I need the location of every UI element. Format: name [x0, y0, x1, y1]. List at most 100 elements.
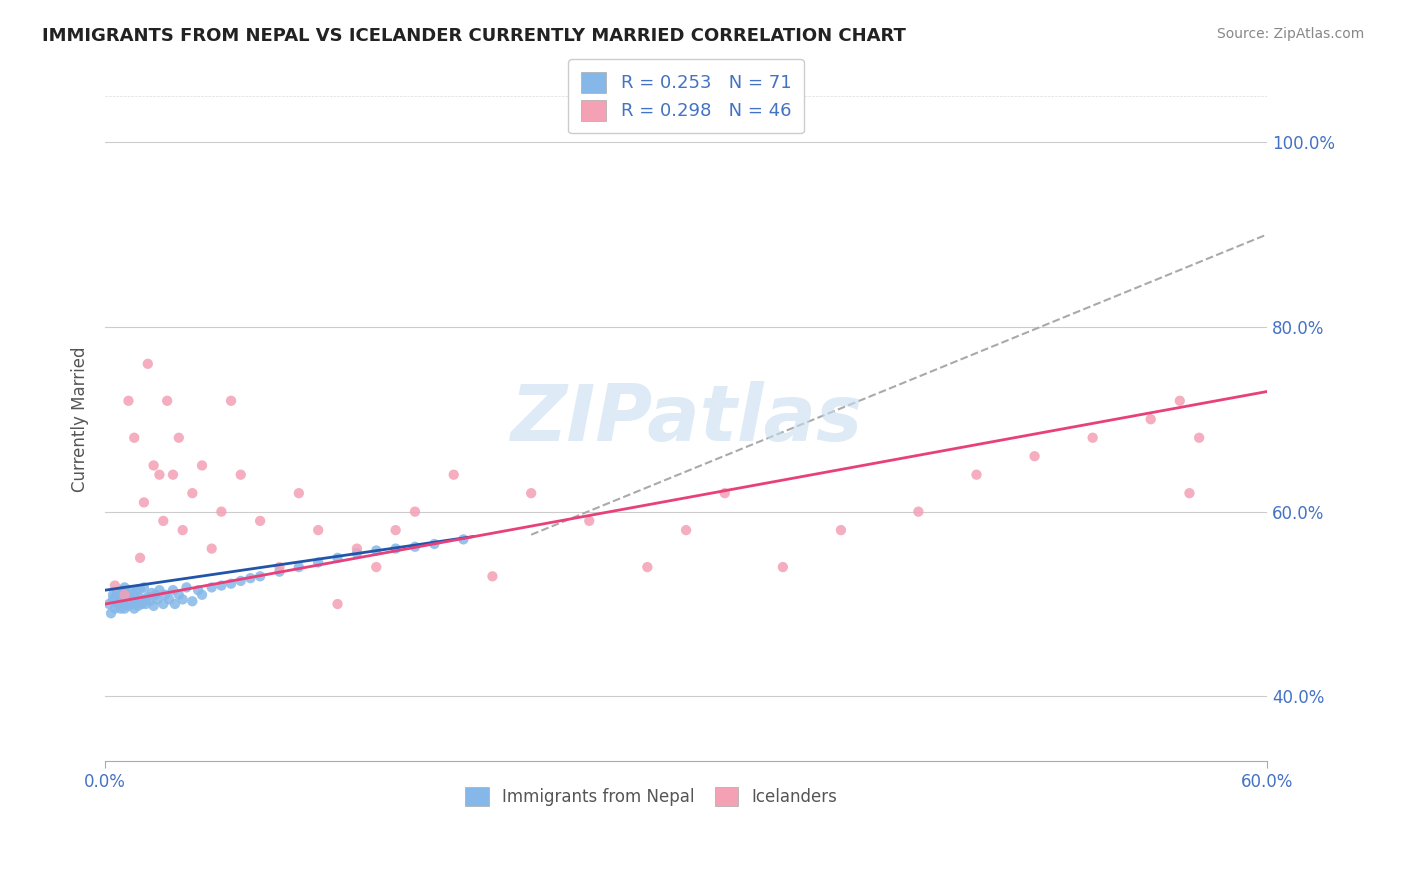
Point: [131, 597, 153, 611]
Point: [121, 597, 143, 611]
Point: [288, 560, 311, 574]
Point: [122, 431, 145, 445]
Point: [172, 592, 194, 607]
Point: [384, 541, 406, 556]
Point: [201, 541, 224, 556]
Point: [1168, 393, 1191, 408]
Point: [114, 581, 136, 595]
Point: [191, 458, 214, 473]
Point: [117, 590, 139, 604]
Legend: Immigrants from Nepal, Icelanders: Immigrants from Nepal, Icelanders: [457, 779, 845, 814]
Point: [111, 583, 134, 598]
Point: [219, 576, 242, 591]
Point: [1178, 486, 1201, 500]
Point: [98, 597, 121, 611]
Point: [111, 595, 134, 609]
Point: [443, 467, 465, 482]
Point: [181, 594, 204, 608]
Point: [307, 523, 329, 537]
Point: [101, 588, 124, 602]
Point: [163, 597, 186, 611]
Point: [120, 594, 142, 608]
Point: [117, 393, 139, 408]
Point: [152, 597, 174, 611]
Point: [157, 592, 180, 607]
Point: [117, 599, 139, 613]
Point: [772, 560, 794, 574]
Point: [172, 523, 194, 537]
Point: [122, 591, 145, 605]
Point: [127, 599, 149, 613]
Point: [122, 601, 145, 615]
Point: [1188, 431, 1211, 445]
Point: [129, 582, 152, 597]
Point: [209, 578, 232, 592]
Point: [125, 595, 148, 609]
Point: [121, 588, 143, 602]
Point: [404, 540, 426, 554]
Point: [129, 550, 152, 565]
Point: [176, 581, 198, 595]
Point: [326, 550, 349, 565]
Point: [326, 597, 349, 611]
Point: [191, 588, 214, 602]
Point: [101, 592, 124, 607]
Text: Source: ZipAtlas.com: Source: ZipAtlas.com: [1216, 27, 1364, 41]
Point: [142, 599, 165, 613]
Point: [115, 597, 138, 611]
Point: [135, 597, 157, 611]
Point: [346, 546, 368, 560]
Point: [229, 467, 252, 482]
Point: [830, 523, 852, 537]
Point: [129, 594, 152, 608]
Point: [156, 393, 179, 408]
Point: [481, 569, 503, 583]
Point: [1081, 431, 1104, 445]
Point: [249, 569, 271, 583]
Point: [114, 588, 136, 602]
Point: [136, 357, 159, 371]
Point: [132, 592, 155, 607]
Point: [423, 537, 446, 551]
Point: [107, 591, 129, 606]
Point: [125, 584, 148, 599]
Point: [146, 592, 169, 607]
Point: [713, 486, 735, 500]
Point: [162, 467, 184, 482]
Point: [578, 514, 600, 528]
Point: [145, 588, 167, 602]
Point: [115, 586, 138, 600]
Point: [120, 583, 142, 598]
Point: [675, 523, 697, 537]
Point: [107, 599, 129, 613]
Point: [181, 486, 204, 500]
Point: [167, 588, 190, 602]
Point: [1139, 412, 1161, 426]
Point: [136, 590, 159, 604]
Point: [366, 560, 388, 574]
Point: [219, 393, 242, 408]
Point: [148, 467, 170, 482]
Point: [520, 486, 543, 500]
Point: [104, 590, 127, 604]
Point: [384, 523, 406, 537]
Point: [404, 505, 426, 519]
Point: [636, 560, 658, 574]
Point: [346, 541, 368, 556]
Point: [307, 556, 329, 570]
Y-axis label: Currently Married: Currently Married: [72, 346, 89, 492]
Point: [152, 514, 174, 528]
Point: [288, 486, 311, 500]
Point: [229, 574, 252, 588]
Point: [187, 583, 209, 598]
Point: [162, 583, 184, 598]
Point: [269, 565, 291, 579]
Point: [105, 586, 128, 600]
Point: [239, 571, 262, 585]
Point: [139, 594, 162, 608]
Point: [366, 543, 388, 558]
Point: [132, 581, 155, 595]
Point: [148, 583, 170, 598]
Point: [105, 594, 128, 608]
Point: [110, 588, 132, 602]
